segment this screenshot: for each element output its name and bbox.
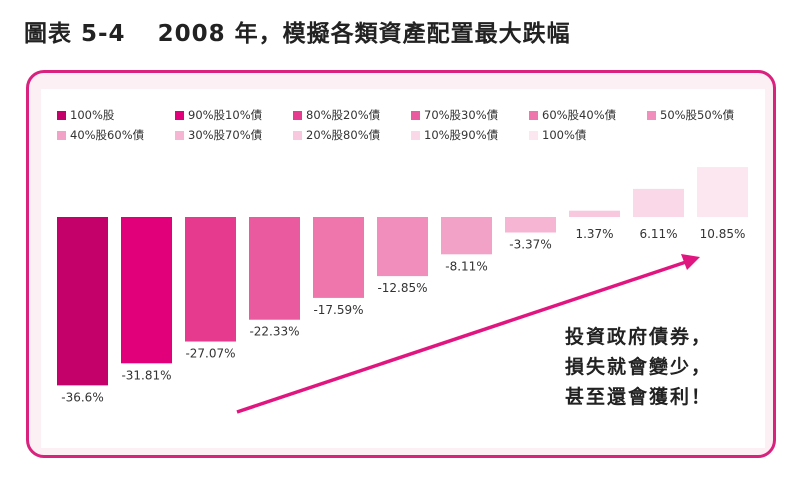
legend-label: 90%股10%債 — [188, 108, 263, 122]
bar — [441, 217, 492, 255]
bar — [249, 217, 300, 320]
legend-label: 100%股 — [70, 108, 115, 122]
legend-swatch — [293, 110, 302, 120]
data-label: -31.81% — [121, 368, 171, 382]
legend-item: 30%股70%債 — [175, 127, 262, 143]
data-label: -17.59% — [313, 303, 363, 317]
legend-swatch — [647, 110, 656, 120]
legend-label: 80%股20%債 — [306, 108, 381, 122]
legend-item: 10%股90%債 — [411, 127, 498, 143]
callout-line-2: 損失就會變少， — [565, 356, 713, 378]
legend-swatch — [57, 110, 66, 120]
legend-swatch — [175, 110, 184, 120]
legend-label: 70%股30%債 — [424, 108, 499, 122]
legend-label: 30%股70%債 — [188, 128, 263, 142]
legend-label: 100%債 — [542, 128, 587, 142]
bar — [505, 217, 556, 233]
data-label: -27.07% — [185, 347, 235, 361]
legend-item: 70%股30%債 — [411, 107, 498, 123]
legend-label: 60%股40%債 — [542, 108, 617, 122]
legend-label: 50%股50%債 — [660, 108, 735, 122]
legend-item: 100%債 — [529, 127, 586, 143]
data-label: 1.37% — [575, 227, 613, 241]
legend-item: 80%股20%債 — [293, 107, 380, 123]
legend-swatch — [529, 110, 538, 120]
legend-swatch — [293, 130, 302, 140]
figure-title: 2008 年，模擬各類資產配置最大跌幅 — [157, 21, 571, 47]
callout-line-1: 投資政府債券， — [565, 326, 713, 348]
trend-arrow-head — [681, 254, 700, 270]
data-label: 6.11% — [639, 227, 677, 241]
legend-item: 90%股10%債 — [175, 107, 262, 123]
data-label: -36.6% — [61, 390, 103, 404]
legend-swatch — [411, 130, 420, 140]
data-label: -8.11% — [445, 259, 487, 273]
bar — [313, 217, 364, 298]
bar — [633, 188, 684, 217]
chart-title: 圖表 5-4 2008 年，模擬各類資產配置最大跌幅 — [24, 14, 571, 48]
bar — [377, 217, 428, 277]
legend-item: 50%股50%債 — [647, 107, 734, 123]
data-label: -3.37% — [509, 238, 551, 252]
legend-item: 60%股40%債 — [529, 107, 616, 123]
bar — [697, 167, 748, 217]
bar — [57, 217, 108, 386]
legend-item: 40%股60%債 — [57, 127, 144, 143]
callout-line-3: 甚至還會獲利！ — [565, 386, 713, 408]
legend-label: 40%股60%債 — [70, 128, 145, 142]
data-label: 10.85% — [700, 227, 746, 241]
legend-swatch — [57, 130, 66, 140]
bar — [121, 217, 172, 364]
legend-swatch — [529, 130, 538, 140]
data-label: -22.33% — [249, 325, 299, 339]
legend-swatch — [175, 130, 184, 140]
trend-arrow-line — [236, 260, 687, 414]
legend-label: 20%股80%債 — [306, 128, 381, 142]
callout-text: 投資政府債券， 損失就會變少， 甚至還會獲利！ — [565, 322, 712, 412]
bar — [569, 210, 620, 217]
legend-label: 10%股90%債 — [424, 128, 499, 142]
bar — [185, 217, 236, 342]
figure-label: 圖表 5-4 — [24, 21, 126, 47]
legend-item: 20%股80%債 — [293, 127, 380, 143]
legend-swatch — [411, 110, 420, 120]
legend-item: 100%股 — [57, 107, 114, 123]
data-label: -12.85% — [377, 281, 427, 295]
